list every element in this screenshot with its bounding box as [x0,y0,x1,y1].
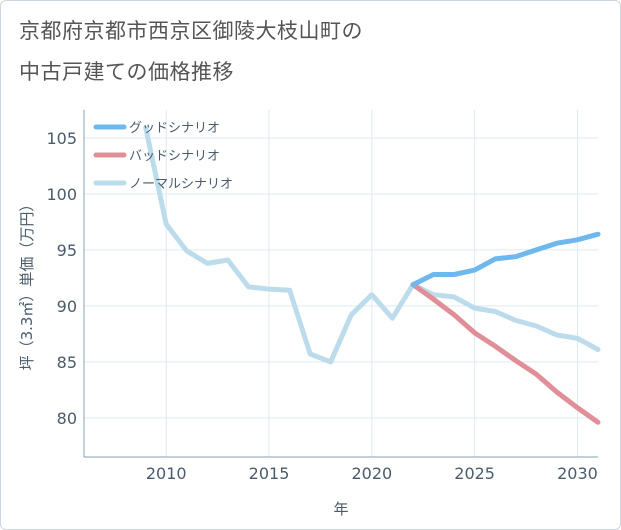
plot-area-border [83,110,598,458]
legend-label: グッドシナリオ [129,121,220,136]
x-tick-label: 2015 [249,464,290,483]
y-tick-label: 80 [57,409,77,428]
x-tick-label: 2025 [454,464,495,483]
y-tick-label: 85 [57,353,77,372]
series-line-3 [143,125,601,365]
y-tick-label: 100 [46,185,77,204]
legend-label: ノーマルシナリオ [129,177,233,192]
series-lines [143,125,601,425]
grid-lines [84,110,598,457]
x-tick-label: 2030 [557,464,598,483]
x-tick-label: 2020 [351,464,392,483]
y-axis-label: 坪（3.3㎡）単価（万円） [18,197,36,371]
y-tick-label: 90 [57,297,77,316]
axis-tick-labels: 2010 2015 2020 2025 2030 80 85 90 95 100 105 [46,129,597,483]
x-tick-label: 2010 [146,464,187,483]
legend-label: バッドシナリオ [129,149,220,164]
series-line-2 [410,282,601,425]
y-tick-label: 95 [57,241,77,260]
series-line-1 [410,231,601,288]
chart-title-line-1: 京都府京都市西京区御陵大枝山町の [19,19,363,43]
chart-title-line-2: 中古戸建ての価格推移 [19,60,234,84]
x-axis-label: 年 [333,500,348,518]
y-tick-label: 105 [46,129,77,148]
